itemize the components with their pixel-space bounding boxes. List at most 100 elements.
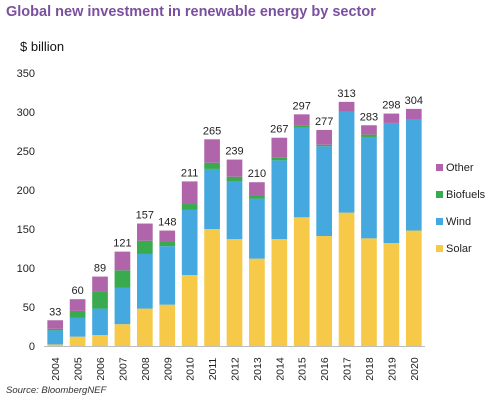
bar-segment-solar — [204, 229, 220, 346]
bar-total-label: 60 — [71, 285, 83, 297]
x-tick-label: 2007 — [117, 357, 129, 381]
bar-total-label: 210 — [248, 168, 266, 180]
bar-total-label: 211 — [181, 167, 199, 179]
x-tick-label: 2012 — [230, 357, 242, 381]
x-tick-label: 2009 — [162, 357, 174, 381]
bar-total-label: 277 — [315, 116, 333, 128]
bar-segment-wind — [361, 136, 377, 239]
bar-segment-other — [338, 101, 355, 112]
y-tick-label: 150 — [17, 224, 35, 236]
bar-segment-solar — [361, 238, 377, 346]
x-tick-label: 2006 — [95, 357, 107, 381]
bar-segment-biofuels — [69, 310, 86, 318]
y-tick-label: 0 — [29, 341, 35, 353]
bar-segment-biofuels — [137, 240, 153, 254]
bar-segment-solar — [293, 217, 310, 346]
chart-title: Global new investment in renewable energ… — [6, 4, 376, 20]
bar-segment-other — [69, 299, 86, 311]
bar-segment-other — [383, 113, 400, 123]
x-tick-label: 2005 — [73, 357, 85, 381]
y-tick-label: 250 — [17, 146, 35, 158]
y-tick-label: 350 — [17, 68, 35, 80]
bar-segment-other — [361, 125, 377, 135]
x-tick-label: 2013 — [252, 357, 264, 381]
x-tick-label: 2019 — [386, 357, 398, 381]
bar-segment-wind — [293, 127, 310, 218]
bar-segment-solar — [271, 239, 288, 346]
bar-segment-other — [204, 139, 220, 163]
bar-segment-wind — [383, 123, 400, 244]
bar-total-label: 157 — [136, 210, 154, 222]
bar-segment-wind — [405, 119, 422, 231]
bar-total-label: 283 — [360, 111, 378, 123]
bar-segment-solar — [249, 258, 265, 346]
bar-segment-other — [92, 276, 108, 292]
legend-swatch-wind — [436, 218, 443, 225]
bar-segment-other — [114, 251, 131, 271]
legend-label-solar: Solar — [446, 243, 472, 255]
legend-label-biofuels: Biofuels — [446, 189, 486, 201]
bar-segment-wind — [159, 246, 176, 305]
bar-segment-solar — [114, 324, 131, 346]
bar-segment-biofuels — [249, 195, 265, 199]
bar-segment-solar — [226, 239, 243, 346]
bar-segment-solar — [47, 344, 64, 346]
x-tick-label: 2016 — [319, 357, 331, 381]
bar-segment-solar — [137, 308, 153, 346]
bar-segment-biofuels — [383, 122, 400, 124]
y-tick-label: 50 — [23, 302, 35, 314]
bar-segment-wind — [226, 181, 243, 240]
bar-segment-biofuels — [316, 144, 332, 147]
bar-segment-wind — [137, 253, 153, 309]
bar-total-label: 298 — [382, 100, 400, 112]
bar-segment-wind — [271, 160, 288, 240]
y-tick-label: 200 — [17, 185, 35, 197]
bar-segment-biofuels — [181, 204, 198, 210]
bar-segment-biofuels — [226, 176, 243, 182]
bar-segment-other — [249, 182, 265, 196]
source-note: Source: BloombergNEF — [6, 385, 107, 396]
x-tick-label: 2015 — [297, 357, 309, 381]
bar-segment-other — [293, 114, 310, 126]
bar-segment-other — [405, 108, 422, 120]
bar-segment-wind — [114, 287, 131, 325]
bar-segment-biofuels — [293, 125, 310, 128]
bar-total-label: 297 — [293, 100, 311, 112]
y-tick-label: 100 — [17, 263, 35, 275]
bar-segment-wind — [338, 112, 355, 213]
bar-segment-wind — [69, 317, 86, 337]
bar-total-label: 121 — [113, 238, 131, 250]
bar-total-label: 313 — [337, 88, 355, 100]
bar-total-label: 267 — [270, 124, 288, 136]
bar-segment-other — [181, 181, 198, 205]
y-tick-label: 300 — [17, 107, 35, 119]
bar-segment-biofuels — [204, 162, 220, 169]
bar-segment-biofuels — [92, 291, 108, 309]
bar-segment-biofuels — [47, 328, 64, 331]
bar-segment-wind — [249, 198, 265, 259]
bar-segment-other — [159, 230, 176, 242]
bar-total-label: 265 — [203, 125, 221, 137]
x-tick-label: 2017 — [342, 357, 354, 381]
bar-segment-solar — [181, 275, 198, 346]
bar-total-label: 148 — [158, 217, 176, 229]
bar-segment-other — [137, 223, 153, 241]
bar-segment-wind — [316, 146, 332, 237]
bar-segment-solar — [159, 304, 176, 346]
x-tick-label: 2020 — [409, 357, 421, 381]
bar-segment-solar — [338, 212, 355, 346]
bar-total-label: 89 — [94, 263, 106, 275]
bar-segment-other — [316, 129, 332, 145]
bar-segment-other — [47, 320, 64, 329]
bar-segment-wind — [181, 209, 198, 276]
bar-segment-other — [226, 159, 243, 177]
x-tick-label: 2010 — [185, 357, 197, 381]
legend-swatch-other — [436, 164, 443, 171]
bar-total-label: 33 — [49, 306, 61, 318]
x-tick-label: 2018 — [364, 357, 376, 381]
x-tick-label: 2004 — [50, 357, 62, 381]
legend-label-wind: Wind — [446, 216, 471, 228]
bar-segment-wind — [47, 330, 64, 345]
bar-segment-biofuels — [159, 241, 176, 247]
bar-segment-biofuels — [271, 157, 288, 161]
